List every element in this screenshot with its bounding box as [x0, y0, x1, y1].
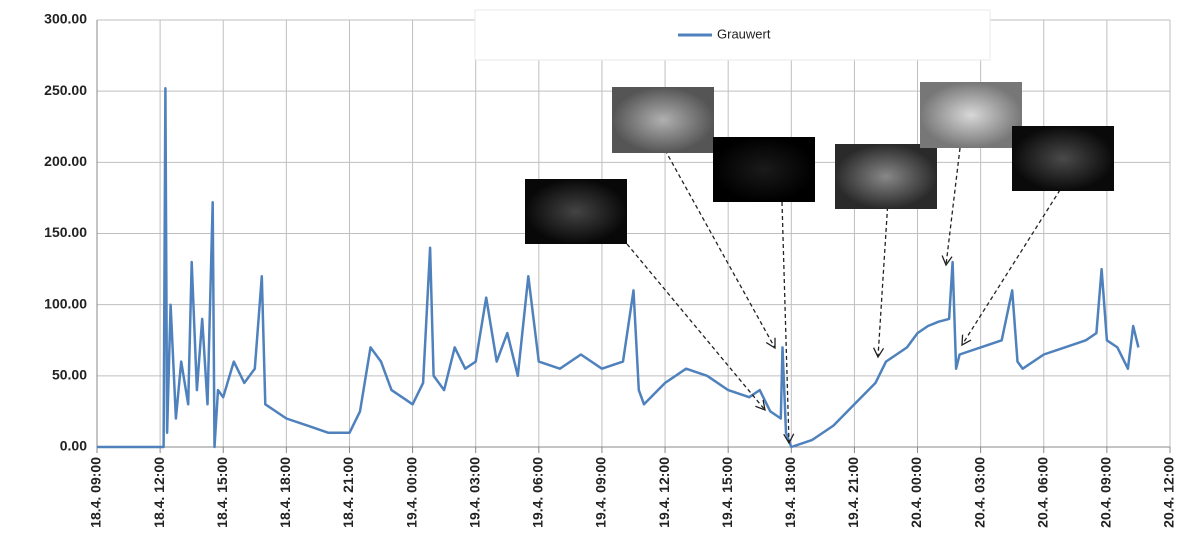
y-tick-label: 150.00 — [44, 224, 87, 240]
x-tick-label: 19.4. 00:00 — [403, 457, 419, 528]
x-tick-label: 20.4. 06:00 — [1034, 457, 1050, 528]
image-thumbnail — [612, 87, 714, 153]
x-tick-label: 18.4. 18:00 — [277, 457, 293, 528]
arrow — [878, 200, 888, 357]
arrow — [627, 244, 765, 410]
y-tick-label: 50.00 — [52, 367, 87, 383]
x-tick-label: 19.4. 09:00 — [593, 457, 609, 528]
x-tick-label: 19.4. 03:00 — [466, 457, 482, 528]
y-tick-label: 100.00 — [44, 295, 87, 311]
x-tick-label: 18.4. 15:00 — [214, 457, 230, 528]
legend: Grauwert — [475, 10, 990, 60]
x-tick-label: 20.4. 09:00 — [1098, 457, 1114, 528]
x-tick-label: 20.4. 12:00 — [1161, 457, 1177, 528]
x-tick-label: 19.4. 12:00 — [656, 457, 672, 528]
x-tick-label: 19.4. 21:00 — [845, 457, 861, 528]
image-thumbnail — [835, 144, 937, 209]
y-tick-label: 0.00 — [60, 438, 87, 454]
x-tick-label: 19.4. 15:00 — [719, 457, 735, 528]
image-thumbnail — [713, 137, 815, 202]
y-tick-label: 200.00 — [44, 153, 87, 169]
x-tick-label: 18.4. 21:00 — [340, 457, 356, 528]
annotations — [525, 82, 1114, 443]
x-tick-label: 19.4. 06:00 — [530, 457, 546, 528]
image-thumbnail — [1012, 126, 1114, 191]
x-tick-label: 20.4. 03:00 — [971, 457, 987, 528]
x-tick-label: 18.4. 09:00 — [88, 457, 104, 528]
arrow — [946, 148, 960, 265]
image-thumbnail — [920, 82, 1022, 148]
y-tick-label: 250.00 — [44, 82, 87, 98]
x-tick-label: 20.4. 00:00 — [908, 457, 924, 528]
legend-label: Grauwert — [717, 26, 771, 41]
chart: 0.00 50.00 100.00 150.00 200.00 250.00 300.00 1… — [0, 0, 1185, 546]
x-tick-label: 18.4. 12:00 — [151, 457, 167, 528]
y-tick-label: 300.00 — [44, 11, 87, 27]
arrow — [962, 190, 1060, 345]
x-tick-label: 19.4. 18:00 — [782, 457, 798, 528]
image-thumbnail — [525, 179, 627, 244]
